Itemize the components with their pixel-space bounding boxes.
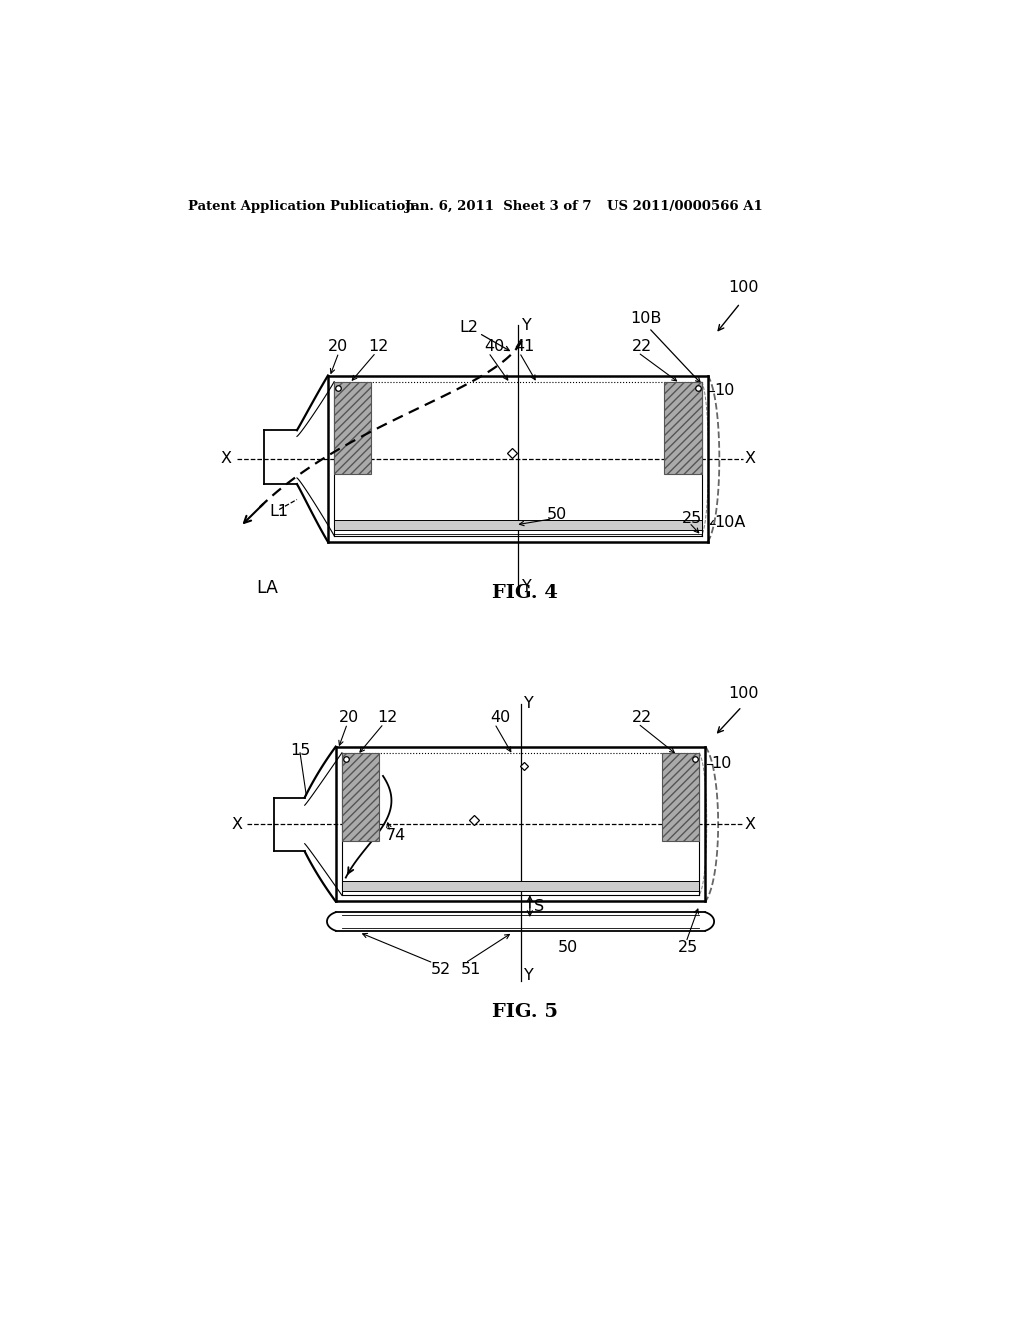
Text: 41: 41 [514,339,535,354]
Text: 50: 50 [558,940,579,956]
Text: 100: 100 [729,280,759,296]
Text: 52: 52 [430,962,451,977]
Text: 20: 20 [339,710,359,725]
Text: 10: 10 [712,756,732,771]
Text: FIG. 4: FIG. 4 [492,585,558,602]
Text: Y: Y [521,318,531,333]
Text: 22: 22 [632,339,652,354]
Text: X: X [221,451,232,466]
Text: 50: 50 [547,507,566,523]
Text: S: S [534,899,544,913]
Text: 12: 12 [378,710,398,725]
Text: 40: 40 [484,339,505,354]
Text: 20: 20 [328,339,348,354]
Text: L2: L2 [460,321,478,335]
Text: 40: 40 [490,710,511,725]
Text: FIG. 5: FIG. 5 [492,1003,558,1020]
Text: 22: 22 [632,710,652,725]
Text: LA: LA [256,579,278,597]
Text: Patent Application Publication: Patent Application Publication [188,199,415,213]
Bar [665,381,701,474]
Bar [342,882,699,891]
Text: L1: L1 [269,503,288,519]
Text: 12: 12 [369,339,389,354]
Text: 15: 15 [291,743,311,758]
Text: Y: Y [524,968,535,983]
Text: Y: Y [521,579,531,594]
Bar [334,381,372,474]
Text: 51: 51 [461,962,481,977]
Text: 74: 74 [385,828,406,843]
Text: X: X [231,817,242,832]
Text: 10B: 10B [630,312,662,326]
Text: X: X [744,451,756,466]
Bar [662,752,699,841]
Bar [342,752,379,841]
Text: 10: 10 [714,383,734,399]
Text: Y: Y [524,696,535,711]
Text: US 2011/0000566 A1: US 2011/0000566 A1 [607,199,763,213]
Bar [334,520,701,529]
Text: 25: 25 [678,940,698,956]
Text: 100: 100 [729,686,759,701]
Text: 10A: 10A [714,515,745,531]
Text: Jan. 6, 2011  Sheet 3 of 7: Jan. 6, 2011 Sheet 3 of 7 [406,199,592,213]
Text: 25: 25 [682,511,702,527]
Text: X: X [744,817,755,832]
